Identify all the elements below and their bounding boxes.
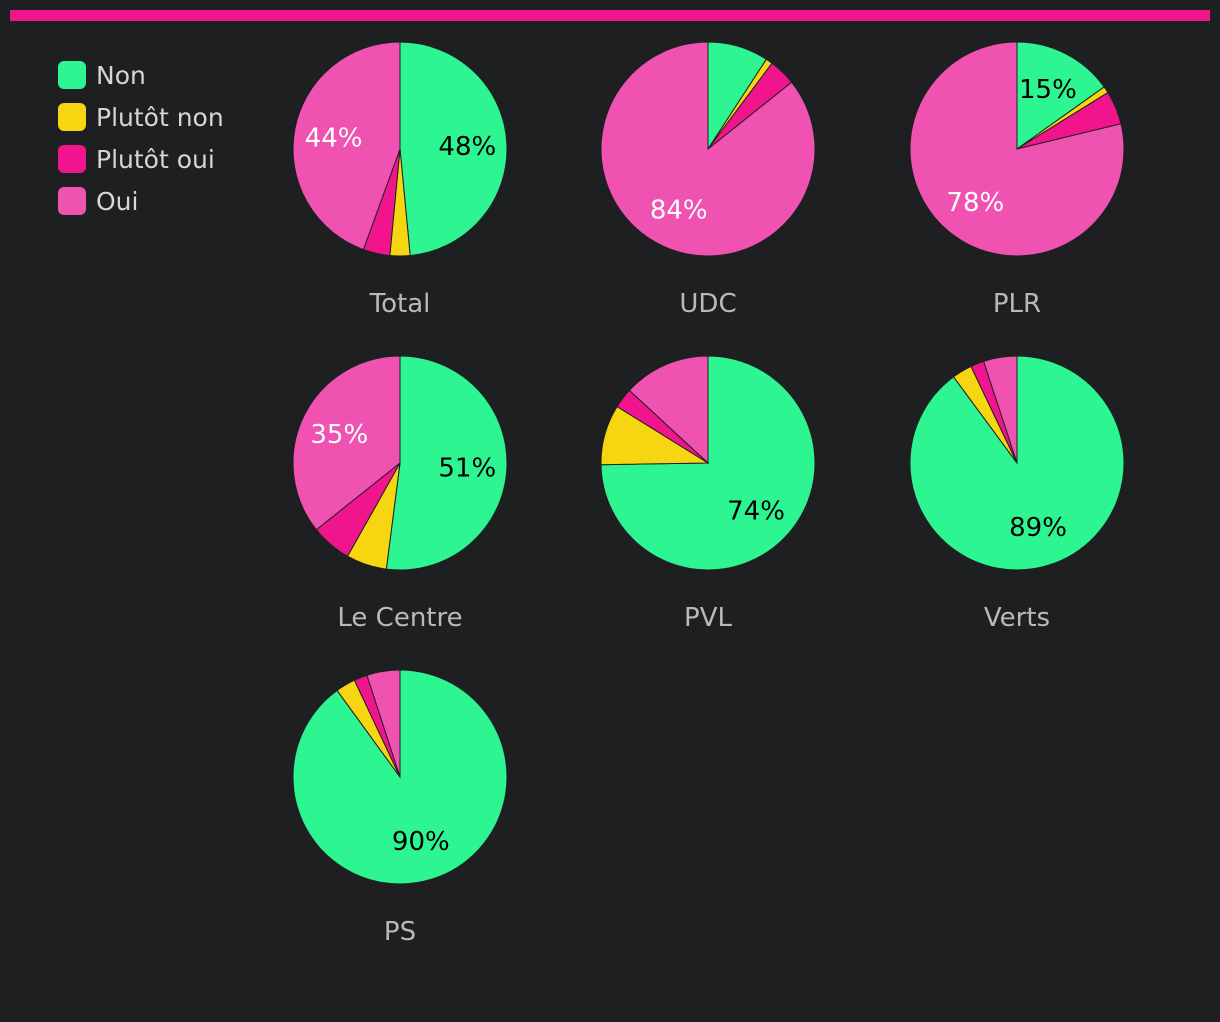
legend-label-plutot-non: Plutôt non xyxy=(96,102,224,132)
legend-label-oui: Oui xyxy=(96,186,139,216)
pie-title-pvl: PVL xyxy=(684,603,732,633)
legend-item-plutot-non[interactable]: Plutôt non xyxy=(58,96,224,138)
pie-title-total: Total xyxy=(369,289,431,319)
pie-label-udc-oui: 84% xyxy=(650,196,708,226)
pie-slice-ps-non[interactable] xyxy=(292,669,508,885)
pie-title-udc: UDC xyxy=(679,289,736,319)
pie-title-plr: PLR xyxy=(993,289,1041,319)
pie-ps: 90% PS xyxy=(292,669,508,947)
pie-slice-pvl-non[interactable] xyxy=(600,355,816,571)
pie-label-plr-non: 15% xyxy=(1019,75,1077,105)
legend-swatch-non xyxy=(58,61,86,89)
pie-label-le-centre-non: 51% xyxy=(438,453,496,483)
pie-slice-udc-oui[interactable] xyxy=(600,41,816,257)
pie-udc: 84% UDC xyxy=(600,41,816,319)
pie-title-le-centre: Le Centre xyxy=(337,603,462,633)
pie-label-total-oui: 44% xyxy=(305,123,363,153)
pie-label-le-centre-oui: 35% xyxy=(310,420,368,450)
accent-bar xyxy=(10,10,1210,21)
pie-total: 48% 44% Total xyxy=(292,41,508,319)
pie-label-verts-non: 89% xyxy=(1009,513,1067,543)
pie-slice-total-non[interactable] xyxy=(399,41,508,257)
legend-item-oui[interactable]: Oui xyxy=(58,180,224,222)
legend-item-plutot-oui[interactable]: Plutôt oui xyxy=(58,138,224,180)
legend-swatch-oui xyxy=(58,187,86,215)
legend-swatch-plutot-oui xyxy=(58,145,86,173)
pie-slice-ps-oui[interactable] xyxy=(366,669,401,778)
pie-pvl: 74% PVL xyxy=(600,355,816,633)
pie-label-total-non: 48% xyxy=(438,132,496,162)
legend-label-non: Non xyxy=(96,60,146,90)
legend-item-non[interactable]: Non xyxy=(58,54,224,96)
pie-slice-verts-oui[interactable] xyxy=(982,355,1018,464)
pie-slice-le-centre-oui[interactable] xyxy=(292,355,401,531)
pie-slice-plr-non[interactable] xyxy=(1016,41,1105,150)
pie-title-ps: PS xyxy=(384,917,416,947)
pie-title-verts: Verts xyxy=(984,603,1050,633)
pie-slice-verts-non[interactable] xyxy=(909,355,1125,571)
legend: Non Plutôt non Plutôt oui Oui xyxy=(58,54,224,222)
pie-slice-total-oui[interactable] xyxy=(292,41,401,251)
pie-slice-plr-oui[interactable] xyxy=(909,41,1125,257)
pie-le-centre: 51% 35% Le Centre xyxy=(292,355,508,633)
pie-label-ps-non: 90% xyxy=(392,827,450,857)
pie-slice-pvl-oui[interactable] xyxy=(628,355,709,465)
pie-slice-le-centre-non[interactable] xyxy=(385,355,508,571)
pie-label-pvl-non: 74% xyxy=(727,496,785,526)
pie-plr: 15% 78% PLR xyxy=(909,41,1125,319)
legend-swatch-plutot-non xyxy=(58,103,86,131)
pie-label-plr-oui: 78% xyxy=(946,188,1004,218)
legend-label-plutot-oui: Plutôt oui xyxy=(96,144,215,174)
pie-verts: 89% Verts xyxy=(909,355,1125,633)
